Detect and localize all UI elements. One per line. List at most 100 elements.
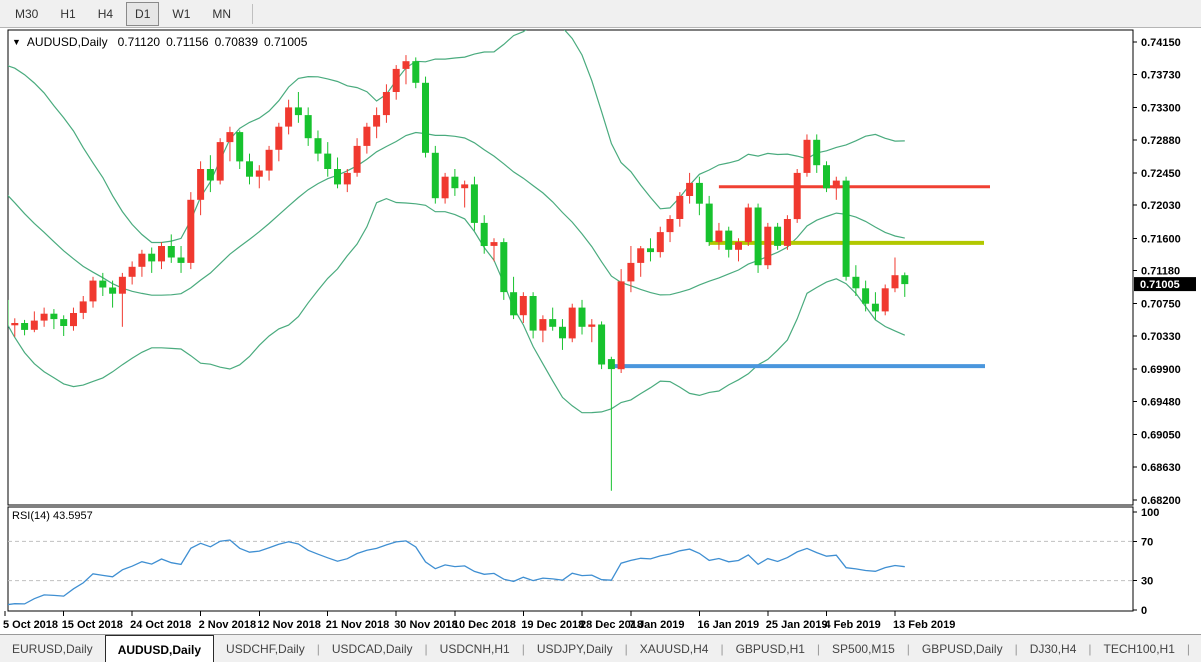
- candle-body: [598, 324, 606, 365]
- chart-tab-usdchf-daily[interactable]: USDCHF,Daily: [226, 642, 305, 656]
- chart-tab-dj30-h4[interactable]: DJ30,H4: [1029, 642, 1077, 656]
- ohlc-high: 0.71156: [166, 35, 209, 49]
- candle-body: [764, 226, 772, 266]
- price-chart-canvas[interactable]: 0.74150 0.73730 0.73300 0.72880 0.72450 0.720…: [0, 28, 1201, 634]
- chart-tab-audusd-daily[interactable]: AUDUSD,Daily: [104, 635, 215, 662]
- candle-body: [852, 276, 860, 289]
- rsi-axis-label: 100: [1141, 507, 1159, 519]
- date-axis-label: 21 Nov 2018: [326, 619, 390, 631]
- chart-tab-tech100-h1[interactable]: TECH100,H1: [1103, 642, 1175, 656]
- date-axis-label: 25 Jan 2019: [766, 619, 828, 631]
- date-axis-label: 15 Oct 2018: [62, 619, 123, 631]
- chart-tab-xauusd-h4[interactable]: XAUUSD,H4: [639, 642, 709, 656]
- chart-tab-eurusd-daily[interactable]: EURUSD,Daily: [12, 642, 93, 656]
- candle-body: [275, 126, 283, 150]
- candle-body: [578, 307, 586, 327]
- candle-body: [8, 299, 9, 326]
- timeframe-toolbar: M30 H1 H4 D1 W1 MN: [0, 0, 1201, 28]
- candle-body: [314, 138, 322, 154]
- ohlc-close: 0.71005: [264, 35, 308, 49]
- candle-body: [793, 172, 801, 220]
- chart-area: 0.74150 0.73730 0.73300 0.72880 0.72450 0.720…: [0, 28, 1201, 634]
- rsi-axis-label: 30: [1141, 576, 1153, 588]
- tab-separator: |: [1014, 642, 1018, 656]
- candle-body: [118, 276, 126, 294]
- candle-body: [373, 115, 381, 127]
- candle-body: [676, 195, 684, 219]
- timeframe-button-w1[interactable]: W1: [172, 6, 191, 21]
- candle-body: [783, 219, 791, 246]
- price-axis-label: 0.70330: [1141, 331, 1181, 343]
- timeframe-button-d1[interactable]: D1: [126, 1, 160, 26]
- rsi-indicator-label: RSI(14) 43.5957: [12, 510, 93, 522]
- candle-body: [334, 169, 341, 185]
- candle-body: [607, 359, 615, 370]
- candle-body: [216, 142, 224, 181]
- candle-body: [871, 303, 879, 312]
- candle-body: [666, 219, 674, 233]
- chart-dropdown-icon[interactable]: ▼: [12, 37, 21, 47]
- candle-body: [30, 320, 38, 330]
- current-price-tag: [1134, 277, 1196, 292]
- tab-separator: |: [1088, 642, 1092, 656]
- candle-body: [754, 207, 762, 266]
- date-axis-label: 10 Dec 2018: [453, 619, 516, 631]
- timeframe-button-m30[interactable]: M30: [15, 6, 39, 21]
- rsi-axis-label: 70: [1141, 536, 1153, 548]
- candle-body: [392, 68, 400, 92]
- candle-body: [901, 275, 909, 285]
- candle-body: [255, 170, 263, 177]
- candle-body: [823, 165, 830, 189]
- rsi-panel[interactable]: [5, 539, 1133, 606]
- chart-tab-usdcad-daily[interactable]: USDCAD,Daily: [331, 642, 413, 656]
- candle-body: [158, 246, 165, 262]
- candle-body: [236, 132, 244, 162]
- chart-title: ▼ AUDUSD,Daily 0.71120 0.71156 0.70839 0…: [12, 35, 307, 49]
- candle-body: [441, 176, 449, 199]
- chart-tab-gbpusd-daily[interactable]: GBPUSD,Daily: [921, 642, 1003, 656]
- rsi-value: 43.5957: [52, 510, 93, 522]
- candle-body: [627, 262, 635, 282]
- date-axis-label: 19 Dec 2018: [521, 619, 584, 631]
- candle-body: [735, 242, 742, 250]
- candle-body: [412, 61, 420, 83]
- candle-body: [99, 280, 107, 288]
- price-axis-label: 0.69050: [1141, 430, 1181, 442]
- candle-body: [559, 326, 566, 339]
- candle-body: [510, 292, 518, 316]
- tab-separator: |: [720, 642, 724, 656]
- candle-body: [813, 139, 821, 166]
- candle-body: [206, 169, 214, 181]
- price-axis-label: 0.73300: [1141, 102, 1181, 114]
- candle-body: [21, 323, 29, 330]
- price-axis-label: 0.70750: [1141, 299, 1181, 311]
- candle-body: [285, 107, 293, 127]
- price-axis-label: 0.71180: [1141, 266, 1180, 278]
- price-panel[interactable]: [2, 28, 991, 491]
- timeframe-button-h1[interactable]: H1: [60, 6, 76, 21]
- date-axis-label: 12 Nov 2018: [257, 619, 321, 631]
- timeframe-button-mn[interactable]: MN: [212, 6, 232, 21]
- tab-separator: |: [1186, 642, 1191, 656]
- price-axis-label: 0.74150: [1141, 37, 1181, 49]
- candle-body: [461, 184, 469, 189]
- timeframe-button-h4[interactable]: H4: [97, 6, 114, 21]
- candle-body: [304, 115, 312, 139]
- chart-tab-usdcnh-h1[interactable]: USDCNH,H1: [439, 642, 510, 656]
- candle-body: [500, 242, 508, 293]
- candle-body: [725, 230, 733, 250]
- chart-tab-usdjpy-daily[interactable]: USDJPY,Daily: [536, 642, 613, 656]
- candle-body: [695, 182, 703, 204]
- candle-body: [70, 313, 77, 327]
- candle-body: [803, 139, 811, 173]
- candle-body: [431, 152, 439, 199]
- chart-tab-gbpusd-h1[interactable]: GBPUSD,H1: [735, 642, 805, 656]
- candle-body: [774, 226, 782, 246]
- candle-body: [138, 253, 146, 267]
- chart-tab-sp500-m15[interactable]: SP500,M15: [832, 642, 895, 656]
- candle-body: [353, 145, 361, 173]
- candle-body: [490, 242, 498, 246]
- candle-body: [382, 92, 390, 116]
- chart-tab-ui[interactable]: UI: [1190, 635, 1201, 662]
- candle-body: [11, 323, 19, 326]
